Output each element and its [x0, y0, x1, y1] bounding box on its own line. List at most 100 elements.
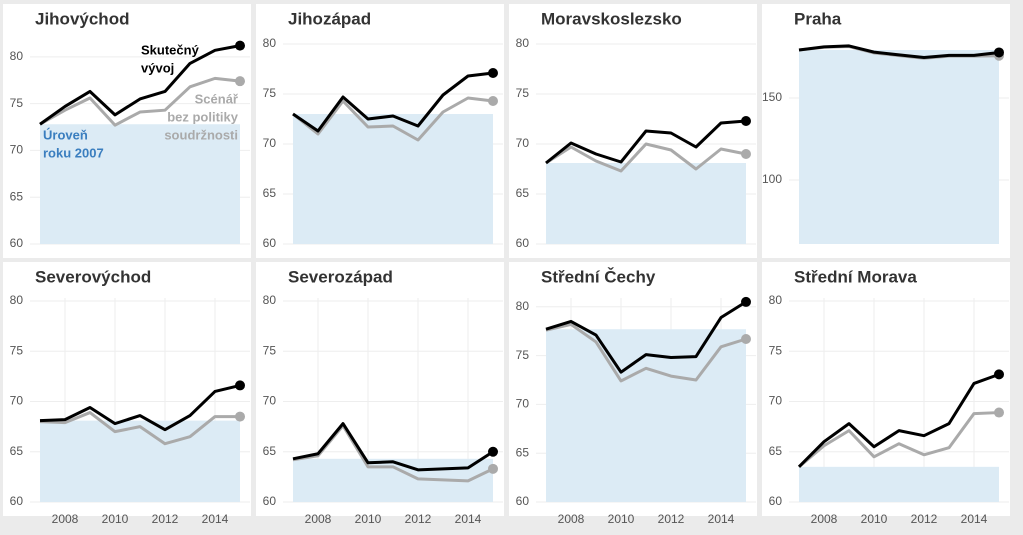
- y-tick-label: 70: [769, 394, 783, 408]
- x-tick-label: 2008: [558, 512, 585, 526]
- y-tick-label: 75: [516, 86, 530, 100]
- annotation: soudržnosti: [164, 127, 238, 142]
- baseline-area: [799, 466, 999, 502]
- panel-title: Jihozápad: [288, 9, 371, 28]
- x-tick-label: 2008: [305, 512, 332, 526]
- y-tick-label: 70: [516, 136, 530, 150]
- x-tick-label: 2014: [961, 512, 988, 526]
- y-tick-label: 70: [263, 136, 277, 150]
- y-tick-label: 100: [762, 172, 782, 186]
- baseline-area: [799, 50, 999, 244]
- y-tick-label: 75: [769, 343, 783, 357]
- y-tick-label: 65: [263, 186, 277, 200]
- x-tick-label: 2010: [861, 512, 888, 526]
- series-line: [798, 411, 1000, 468]
- y-tick-label: 80: [516, 299, 530, 313]
- annotation: bez politiky: [167, 109, 239, 124]
- y-tick-label: 75: [10, 96, 24, 110]
- end-point: [235, 40, 245, 51]
- panel-title: Střední Morava: [794, 267, 917, 286]
- y-tick-label: 60: [516, 494, 530, 508]
- end-point: [235, 76, 245, 87]
- y-tick-label: 80: [10, 293, 24, 307]
- series-line: [545, 300, 747, 374]
- series-line: [797, 372, 1000, 468]
- y-tick-label: 75: [516, 348, 530, 362]
- end-point: [994, 369, 1004, 380]
- x-tick-label: 2012: [911, 512, 938, 526]
- y-tick-label: 80: [263, 36, 277, 50]
- series-line: [545, 142, 747, 173]
- y-tick-label: 60: [263, 494, 277, 508]
- x-tick-label: 2010: [102, 512, 129, 526]
- panel-title: Severovýchod: [35, 267, 151, 286]
- annotation: roku 2007: [43, 145, 104, 160]
- y-tick-label: 150: [762, 90, 782, 104]
- y-tick-label: 70: [263, 394, 277, 408]
- series-line: [545, 322, 747, 383]
- y-tick-label: 75: [10, 343, 24, 357]
- y-tick-label: 80: [10, 49, 24, 63]
- baseline-area: [546, 163, 746, 244]
- y-tick-label: 65: [263, 444, 277, 458]
- series-line: [292, 71, 494, 133]
- end-point: [488, 96, 498, 106]
- y-tick-label: 65: [516, 445, 530, 459]
- y-tick-label: 60: [516, 236, 530, 250]
- series-line: [39, 411, 240, 446]
- series-line: [798, 44, 1000, 60]
- y-tick-label: 80: [263, 293, 277, 307]
- x-tick-label: 2008: [811, 512, 838, 526]
- end-point: [741, 149, 751, 159]
- x-tick-label: 2014: [708, 512, 735, 526]
- end-point: [488, 446, 498, 457]
- end-point: [235, 411, 245, 422]
- baseline-area: [40, 124, 240, 244]
- y-tick-label: 65: [10, 189, 24, 203]
- baseline-area: [293, 114, 493, 244]
- panel-title: Jihovýchod: [35, 9, 129, 28]
- series-line: [39, 44, 241, 126]
- y-tick-label: 65: [769, 444, 783, 458]
- end-point: [488, 463, 498, 474]
- panel-title: Severozápad: [288, 267, 393, 286]
- y-tick-label: 60: [769, 494, 783, 508]
- y-tick-label: 80: [516, 36, 530, 50]
- series-line: [545, 119, 747, 165]
- y-tick-label: 80: [769, 293, 783, 307]
- end-point: [741, 116, 751, 126]
- x-tick-label: 2012: [658, 512, 685, 526]
- annotation: Úroveň: [43, 127, 88, 142]
- panel-title: Moravskoslezsko: [541, 9, 682, 28]
- x-tick-label: 2014: [202, 512, 229, 526]
- x-tick-label: 2010: [355, 512, 382, 526]
- annotation: vývoj: [141, 60, 174, 75]
- y-tick-label: 75: [263, 343, 277, 357]
- y-tick-label: 60: [10, 236, 24, 250]
- end-point: [235, 380, 245, 391]
- series-line: [39, 76, 241, 127]
- y-tick-label: 65: [10, 444, 24, 458]
- annotation: Skutečný: [141, 42, 200, 57]
- x-tick-label: 2012: [405, 512, 432, 526]
- end-point: [741, 333, 751, 344]
- end-point: [994, 47, 1004, 58]
- annotation: Scénář: [195, 91, 239, 106]
- x-tick-label: 2014: [455, 512, 482, 526]
- y-tick-label: 60: [10, 494, 24, 508]
- panel-title: Praha: [794, 9, 842, 28]
- x-tick-label: 2010: [608, 512, 635, 526]
- y-tick-label: 65: [516, 186, 530, 200]
- end-point: [488, 68, 498, 78]
- series-line: [292, 96, 494, 142]
- y-tick-label: 70: [516, 397, 530, 411]
- x-tick-label: 2012: [152, 512, 179, 526]
- series-line: [39, 383, 241, 432]
- end-point: [741, 296, 751, 307]
- x-tick-label: 2008: [52, 512, 79, 526]
- baseline-area: [40, 420, 240, 502]
- series-line: [292, 422, 494, 472]
- y-tick-label: 70: [10, 394, 24, 408]
